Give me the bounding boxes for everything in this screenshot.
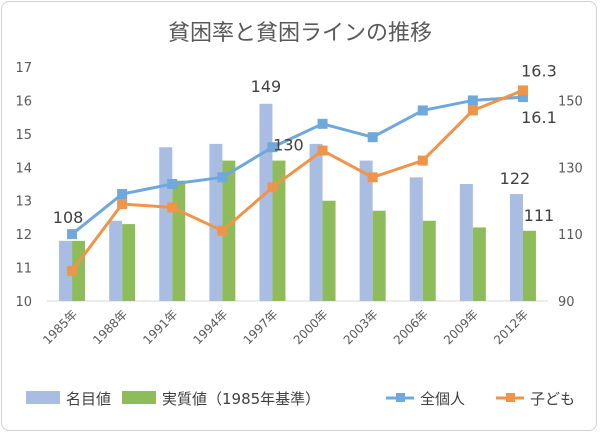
point-all xyxy=(467,95,478,106)
bar-real xyxy=(472,227,486,301)
category-label: 1988年 xyxy=(90,307,130,347)
legend-swatch xyxy=(26,391,60,404)
bar-real xyxy=(272,160,286,301)
data-labels: 108 149 130 122 111 16.3 16.1 xyxy=(53,61,557,226)
legend-label: 名目値 xyxy=(66,390,111,408)
legend-label: 実質値（1985年基準） xyxy=(162,390,320,408)
data-label: 149 xyxy=(251,77,282,96)
bar-nominal xyxy=(309,143,323,301)
point-children xyxy=(317,145,328,156)
legend-marker xyxy=(396,393,405,402)
bar-real xyxy=(172,180,186,301)
point-children xyxy=(217,225,228,236)
legend: 名目値 実質値（1985年基準） 全個人 子ども xyxy=(26,390,575,408)
bars xyxy=(59,103,536,302)
right-tick-label: 150 xyxy=(558,94,583,109)
point-children xyxy=(367,172,378,183)
legend-marker xyxy=(506,393,515,402)
point-children xyxy=(417,155,428,166)
point-all xyxy=(517,92,528,103)
data-label: 16.3 xyxy=(521,61,557,80)
bar-nominal xyxy=(209,143,223,301)
bar-real xyxy=(222,160,236,301)
category-label: 2009年 xyxy=(441,307,481,347)
data-label: 108 xyxy=(53,208,84,227)
point-all xyxy=(367,132,378,143)
bar-nominal xyxy=(259,103,273,302)
bar-nominal xyxy=(509,194,523,301)
category-label: 1994年 xyxy=(190,307,230,347)
left-tick-label: 15 xyxy=(15,128,32,143)
left-tick-label: 14 xyxy=(15,161,32,176)
legend-label: 全個人 xyxy=(420,390,465,408)
category-label: 2012年 xyxy=(491,307,531,347)
bar-nominal xyxy=(159,147,173,301)
category-label: 2006年 xyxy=(391,307,431,347)
right-tick-label: 130 xyxy=(558,161,583,176)
point-all xyxy=(317,118,328,129)
bar-real xyxy=(372,210,386,301)
data-label: 130 xyxy=(273,136,304,155)
data-label: 122 xyxy=(500,169,531,188)
bar-nominal xyxy=(359,160,373,301)
point-all xyxy=(267,142,278,153)
lines xyxy=(67,85,528,276)
bar-real xyxy=(122,224,136,301)
bar-nominal xyxy=(59,240,73,301)
point-children xyxy=(67,265,78,276)
left-tick-label: 11 xyxy=(15,262,32,277)
right-tick-label: 110 xyxy=(558,228,583,243)
bar-real xyxy=(522,230,536,301)
left-tick-label: 13 xyxy=(15,195,32,210)
category-label: 2000年 xyxy=(291,307,331,347)
category-label: 1991年 xyxy=(140,307,180,347)
category-label: 1985年 xyxy=(40,307,80,347)
left-tick-label: 16 xyxy=(15,94,32,109)
point-all xyxy=(67,229,78,240)
point-all xyxy=(117,189,128,200)
series-line-children xyxy=(70,89,524,272)
legend-swatch xyxy=(122,391,156,404)
bar-real xyxy=(322,200,336,301)
data-label: 111 xyxy=(524,206,555,225)
legend-label: 子ども xyxy=(530,390,575,408)
category-label: 1997年 xyxy=(241,307,281,347)
point-all xyxy=(217,172,228,183)
category-label: 2003年 xyxy=(341,307,381,347)
left-tick-label: 10 xyxy=(15,295,32,310)
data-label: 16.1 xyxy=(521,108,557,127)
bar-nominal xyxy=(459,184,473,301)
point-all xyxy=(167,179,178,189)
point-children xyxy=(517,85,528,96)
point-children xyxy=(267,182,278,193)
point-children xyxy=(167,202,178,213)
right-tick-label: 90 xyxy=(558,295,575,310)
left-tick-label: 12 xyxy=(15,228,32,243)
point-children xyxy=(117,199,128,210)
point-children xyxy=(467,105,478,116)
bar-real xyxy=(422,220,436,301)
bar-nominal xyxy=(409,177,423,301)
series-line-all xyxy=(71,95,524,236)
point-all xyxy=(417,105,428,116)
bar-nominal xyxy=(109,220,123,301)
chart-title: 貧困率と貧困ラインの推移 xyxy=(168,21,432,46)
left-tick-label: 17 xyxy=(15,61,32,76)
